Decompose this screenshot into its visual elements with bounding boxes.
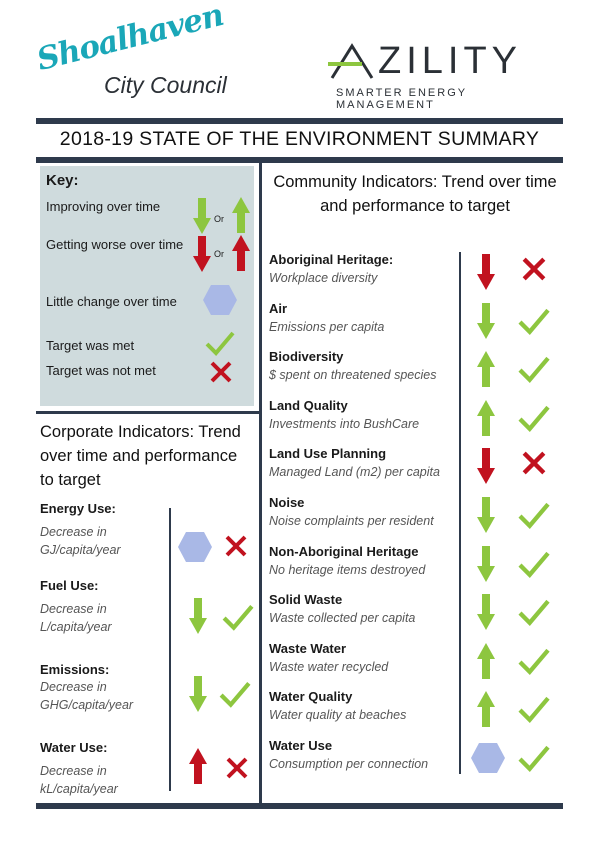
corporate-title-water-use: Water Use: [40,740,108,755]
key-label-target-not-met: Target was not met [46,363,156,378]
red-up-arrow-icon [232,235,250,271]
blue-hexagon-icon [178,532,212,562]
corporate-sub-energy-use: Decrease in GJ/capita/year [40,525,121,557]
corporate-title-emissions: Emissions: [40,662,110,677]
green-check-icon [517,355,551,388]
red-cross-icon [522,451,546,480]
green-down-arrow-icon [476,302,496,344]
shoalhaven-logo: Shoalhaven City Council [33,0,248,110]
red-cross-icon [210,361,232,383]
red-cross-icon [522,257,546,286]
green-check-icon [517,598,551,631]
community-item-subtitle: Noise complaints per resident [269,514,434,528]
red-up-arrow-icon [189,748,207,784]
azility-logo-name: ZILITY [378,40,523,82]
community-item-subtitle: No heritage items destroyed [269,562,426,577]
bottom-bar [36,803,563,809]
key-label-little-change: Little change over time [46,294,177,309]
community-item-subtitle: Waste water recycled [269,659,389,674]
community-item-title: Water Quality [269,689,353,705]
red-down-arrow-icon [476,254,496,295]
green-check-icon [517,647,551,680]
green-check-icon [219,681,251,708]
corporate-sub-fuel-use: Decrease in L/capita/year [40,602,112,634]
community-item-subtitle: Investments into BushCare [269,416,420,431]
community-item-title: Water Use [269,738,333,753]
green-check-icon [517,307,551,340]
shoalhaven-logo-subtitle: City Council [104,72,227,98]
community-item-subtitle: Waste collected per capita [269,611,416,626]
green-check-icon [205,331,235,356]
section-divider-vertical [259,163,262,803]
red-down-arrow-icon [193,236,211,272]
green-up-arrow-icon [476,691,496,732]
key-heading: Key: [46,172,79,189]
community-item-title: Land Use Planning [269,446,387,462]
green-down-arrow-icon [476,497,496,538]
azility-logo-tagline: SMARTER ENERGY MANAGEMENT [336,87,467,111]
corporate-title-energy-use: Energy Use: [40,501,116,516]
community-item-title: Solid Waste [269,592,343,608]
corporate-sub-water-use: Decrease in kL/capita/year [40,764,118,796]
green-up-arrow-icon [476,399,496,441]
green-down-arrow-icon [189,676,207,712]
key-bottom-divider [36,411,259,414]
community-item-subtitle: Water quality at beaches [269,708,407,723]
community-item-title: Non-Aboriginal Heritage [269,543,419,559]
azility-logo: ZILITY SMARTER ENERGY MANAGEMENT [328,40,558,111]
title-bottom-bar [36,157,563,163]
green-check-icon [517,404,551,437]
community-item-title: Air [269,300,288,316]
key-or-label: Or [214,214,224,224]
page-title: 2018-19 STATE OF THE ENVIRONMENT SUMMARY [59,128,540,150]
key-or-label: Or [214,249,224,259]
key-label-target-met: Target was met [46,338,135,353]
community-heading: Community Indicators: Trend over time an… [273,173,557,215]
green-check-icon [222,604,254,631]
green-down-arrow-icon [476,545,496,587]
corporate-title-fuel-use: Fuel Use: [40,578,99,593]
red-cross-icon [226,757,248,779]
community-item-subtitle: Workplace diversity [269,271,378,285]
corporate-divider [169,508,171,791]
community-divider [459,252,461,774]
green-down-arrow-icon [193,198,211,234]
blue-hexagon-icon [203,285,237,315]
corporate-sub-emissions: Decrease in GHG/capita/year [40,680,134,712]
community-item-title: Waste Water [269,640,347,656]
green-up-arrow-icon [476,642,496,684]
key-label-improving: Improving over time [46,199,161,214]
green-check-icon [517,695,551,728]
key-label-worse: Getting worse over time [46,237,184,252]
green-check-icon [517,550,551,583]
corporate-heading: Corporate Indicators: Trend over time an… [40,423,241,489]
green-up-arrow-icon [232,197,250,233]
red-down-arrow-icon [476,448,496,489]
green-down-arrow-icon [476,594,496,635]
community-item-title: Land Quality [269,397,348,413]
community-item-subtitle: Managed Land (m2) per capita [269,465,440,480]
community-item-title: Biodiversity [269,349,344,365]
green-check-icon [517,744,551,777]
red-cross-icon [225,535,247,557]
community-item-subtitle: $ spent on threatened species [269,368,437,383]
green-check-icon [517,501,551,534]
green-up-arrow-icon [476,351,496,392]
community-item-subtitle: Emissions per capita [269,319,385,334]
community-item-title: Aboriginal Heritage: [269,252,394,267]
green-down-arrow-icon [189,598,207,634]
blue-hexagon-icon [471,743,505,778]
azility-a-mark-icon [328,43,374,79]
community-item-title: Noise [269,495,305,510]
title-top-bar [36,118,563,124]
community-item-subtitle: Consumption per connection [269,757,429,771]
shoalhaven-logo-name: Shoalhaven [33,0,227,78]
